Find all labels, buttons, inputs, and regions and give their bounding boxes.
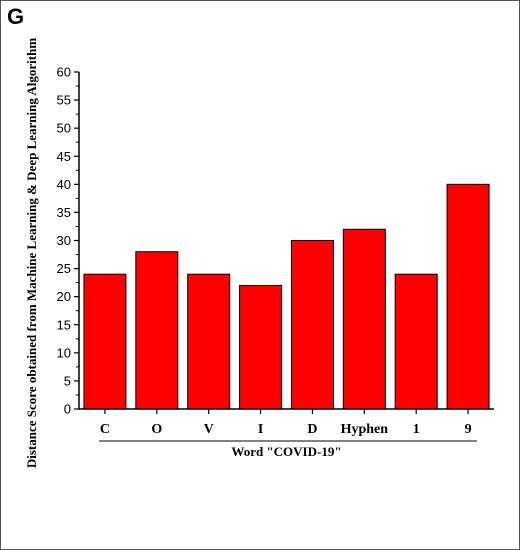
y-tick-label: 50	[57, 121, 71, 136]
bars-group	[83, 183, 490, 410]
bar-d	[290, 240, 334, 410]
bar-9	[446, 183, 490, 410]
y-axis-title: Distance Score obtained from Machine Lea…	[24, 38, 39, 468]
y-tick-label: 30	[57, 233, 71, 248]
x-tick-label: 1	[413, 422, 420, 437]
x-tick-label: O	[151, 422, 162, 437]
y-tick-label: 55	[57, 93, 71, 108]
y-tick-label: 5	[64, 373, 71, 388]
y-tick-label: 60	[57, 65, 71, 80]
x-tick-label: V	[204, 422, 214, 437]
y-axis: 0 5 10 15 20 25 30 35 40 45 50 55 60	[57, 65, 80, 417]
x-tick-label: 9	[465, 422, 472, 437]
y-tick-label: 35	[57, 205, 71, 220]
y-tick-label: 15	[57, 317, 71, 332]
y-tick-label: 40	[57, 177, 71, 192]
x-tick-label: C	[100, 422, 110, 437]
y-tick-label: 25	[57, 261, 71, 276]
y-tick-label: 45	[57, 149, 71, 164]
y-tick-label: 20	[57, 289, 71, 304]
x-tick-label: D	[307, 422, 317, 437]
x-axis: C O V I D Hyphen 1 9	[79, 408, 494, 437]
bar-i	[239, 284, 283, 410]
y-tick-label: 0	[64, 402, 71, 417]
y-tick-label: 10	[57, 345, 71, 360]
bar-1	[394, 273, 438, 410]
bar-c	[83, 273, 127, 410]
x-tick-label: Hyphen	[341, 422, 389, 437]
bar-hyphen	[342, 228, 386, 410]
x-axis-title: Word "COVID-19"	[231, 444, 341, 459]
panel-label: G	[7, 4, 25, 29]
bar-v	[187, 273, 231, 410]
bar-o	[135, 251, 179, 410]
x-tick-label: I	[258, 422, 263, 437]
